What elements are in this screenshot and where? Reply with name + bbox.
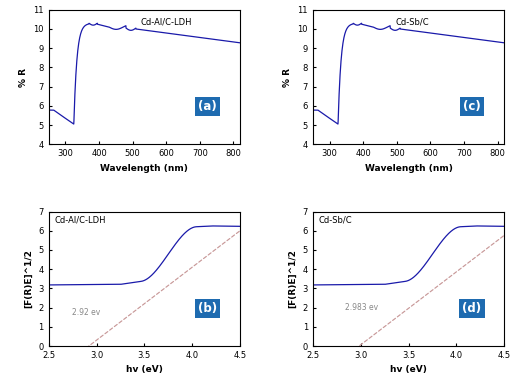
Text: Cd-Al/C-LDH: Cd-Al/C-LDH xyxy=(140,18,192,27)
Text: Cd-Al/C-LDH: Cd-Al/C-LDH xyxy=(54,215,106,224)
X-axis label: hv (eV): hv (eV) xyxy=(126,366,163,375)
Y-axis label: % R: % R xyxy=(283,68,292,86)
Text: (b): (b) xyxy=(198,302,217,315)
X-axis label: Wavelength (nm): Wavelength (nm) xyxy=(100,164,188,173)
Text: 2.983 ev: 2.983 ev xyxy=(346,303,378,312)
Text: Cd-Sb/C: Cd-Sb/C xyxy=(318,215,352,224)
Y-axis label: % R: % R xyxy=(19,68,28,86)
Y-axis label: [F(R)E]^1/2: [F(R)E]^1/2 xyxy=(288,249,297,308)
Y-axis label: [F(R)E]^1/2: [F(R)E]^1/2 xyxy=(24,249,33,308)
Text: (a): (a) xyxy=(198,100,217,113)
Text: (c): (c) xyxy=(463,100,481,113)
Text: 2.92 ev: 2.92 ev xyxy=(72,308,100,317)
X-axis label: Wavelength (nm): Wavelength (nm) xyxy=(365,164,453,173)
Text: (d): (d) xyxy=(462,302,481,315)
Text: Cd-Sb/C: Cd-Sb/C xyxy=(395,18,429,27)
X-axis label: hv (eV): hv (eV) xyxy=(390,366,427,375)
